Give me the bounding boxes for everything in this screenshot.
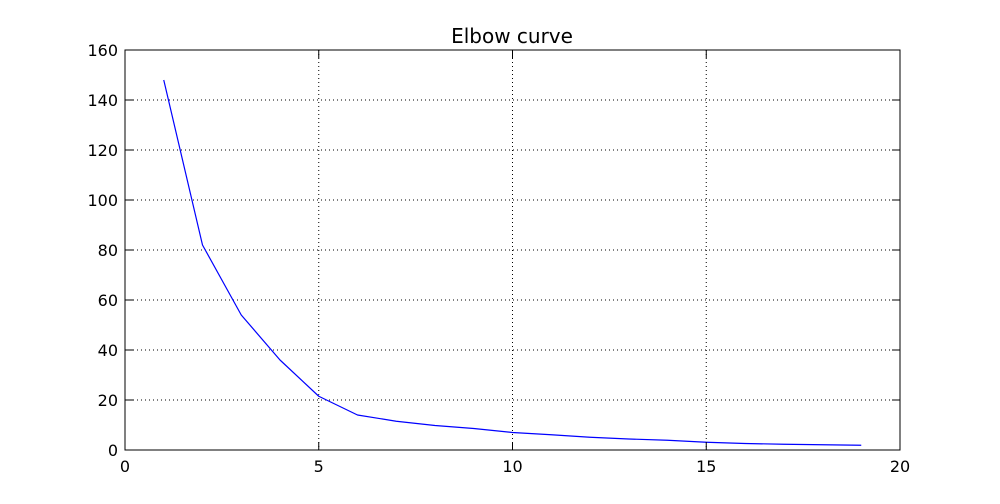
grid-layer	[125, 50, 900, 450]
chart-title: Elbow curve	[451, 24, 573, 48]
x-tick-label: 20	[890, 457, 910, 476]
y-tick-label: 60	[98, 291, 118, 310]
tick-layer: 0 5 10 15 20 0 20 40 60 80 100 120 140 160	[87, 41, 910, 476]
y-tick-label: 140	[87, 91, 118, 110]
x-tick-label: 15	[696, 457, 716, 476]
y-tick-label: 100	[87, 191, 118, 210]
y-tick-label: 80	[98, 241, 118, 260]
x-tick-label: 5	[314, 457, 324, 476]
y-tick-label: 40	[98, 341, 118, 360]
y-tick-label: 20	[98, 391, 118, 410]
x-tick-label: 0	[120, 457, 130, 476]
x-tick-label: 10	[502, 457, 522, 476]
series-layer	[163, 79, 862, 446]
y-tick-label: 120	[87, 141, 118, 160]
series-line	[163, 79, 862, 446]
y-tick-label: 160	[87, 41, 118, 60]
y-tick-label: 0	[108, 441, 118, 460]
